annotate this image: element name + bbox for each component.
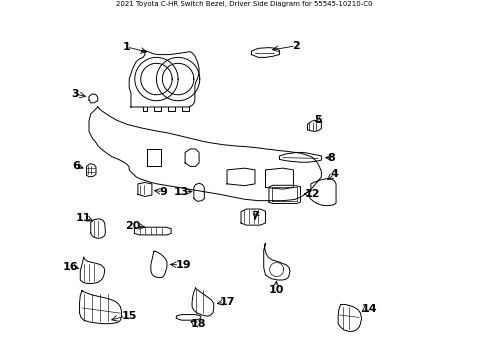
Text: 2: 2 [291,41,299,51]
Title: 2021 Toyota C-HR Switch Bezel, Driver Side Diagram for 55545-10210-C0: 2021 Toyota C-HR Switch Bezel, Driver Si… [116,1,372,8]
Text: 4: 4 [329,169,337,179]
Text: 20: 20 [125,221,140,231]
Text: 10: 10 [268,284,283,294]
Text: 15: 15 [121,311,137,321]
Text: 14: 14 [361,304,376,314]
Text: 16: 16 [63,262,79,272]
Text: 6: 6 [72,161,80,171]
Text: 19: 19 [175,260,190,270]
Text: 13: 13 [174,186,189,197]
Text: 17: 17 [220,297,235,307]
Text: 12: 12 [304,189,320,199]
Text: 11: 11 [75,213,91,223]
Text: 18: 18 [190,319,205,329]
Text: 8: 8 [327,153,335,163]
Text: 1: 1 [123,42,131,52]
Text: 3: 3 [71,89,79,99]
Text: 7: 7 [251,211,259,221]
Text: 9: 9 [159,186,166,197]
Text: 5: 5 [314,115,322,125]
